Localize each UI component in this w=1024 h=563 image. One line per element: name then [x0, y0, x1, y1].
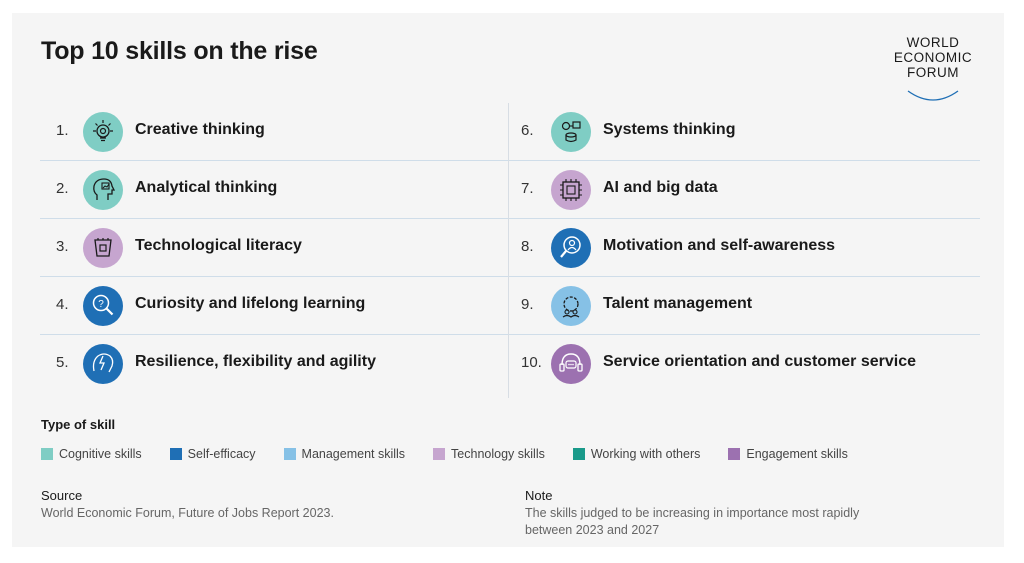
magnifier-person-icon — [551, 228, 591, 268]
skill-label: Technological literacy — [135, 237, 302, 254]
skill-rank: 8. — [521, 238, 534, 255]
legend-swatch — [169, 448, 182, 460]
skill-label: Curiosity and lifelong learning — [135, 295, 366, 312]
skill-row: 6. Systems thinking — [509, 103, 980, 161]
column-divider — [508, 103, 509, 398]
logo-arc-icon — [907, 90, 959, 101]
logo-line-1: WORLD — [906, 35, 960, 50]
skill-rank: 3. — [56, 238, 69, 255]
skill-rank: 5. — [56, 354, 69, 371]
wef-logo: WORLD ECONOMIC FORUM — [878, 35, 988, 103]
legend-label: Self-efficacy — [187, 447, 256, 461]
skill-label: Systems thinking — [603, 121, 736, 138]
legend-title: Type of skill — [41, 417, 116, 432]
ai-chip-icon — [551, 170, 591, 210]
lightbulb-gear-icon — [83, 112, 123, 152]
legend-label: Cognitive skills — [59, 447, 142, 461]
headset-chat-icon — [551, 344, 591, 384]
legend-swatch — [433, 448, 446, 460]
logo-line-3: FORUM — [907, 65, 959, 80]
skill-label: Motivation and self-awareness — [603, 237, 836, 254]
page-title: Top 10 skills on the rise — [41, 37, 318, 65]
gear-people-icon — [551, 286, 591, 326]
legend-item: Working with others — [572, 447, 701, 461]
skill-row: 4. ? Curiosity and lifelong learning — [40, 277, 508, 335]
legend-label: Technology skills — [451, 447, 545, 461]
skill-label: Resilience, flexibility and agility — [135, 353, 376, 370]
magnifier-question-icon: ? — [83, 286, 123, 326]
skill-row: 9. Talent management — [509, 277, 980, 335]
legend-swatch — [41, 448, 53, 460]
skill-row: 2. Analytical thinking — [40, 161, 508, 219]
legend-label: Management skills — [301, 447, 406, 461]
legend-item: Management skills — [283, 447, 406, 461]
legend-item: Engagement skills — [728, 447, 848, 461]
skill-rank: 4. — [56, 296, 69, 313]
skill-rank: 9. — [521, 296, 534, 313]
legend-label: Working with others — [590, 447, 701, 461]
skills-column-right: 6. Systems thinking 7. — [509, 103, 980, 393]
skill-rank: 6. — [521, 122, 534, 139]
skill-label: Creative thinking — [135, 121, 265, 138]
systems-network-icon — [551, 112, 591, 152]
head-lightning-icon — [83, 344, 123, 384]
skill-row: 10. Service orientation and customer ser… — [509, 335, 980, 393]
note-text: The skills judged to be increasing in im… — [525, 506, 860, 537]
note-label: Note — [525, 488, 553, 503]
tech-chip-icon — [83, 228, 123, 268]
legend-swatch — [728, 448, 741, 460]
skill-row: 3. Technological literacy — [40, 219, 508, 277]
legend-label: Engagement skills — [746, 447, 848, 461]
logo-line-2: ECONOMIC — [893, 50, 973, 65]
source-label: Source — [41, 488, 83, 503]
skill-label: Analytical thinking — [135, 179, 278, 196]
legend: Cognitive skills Self-efficacy Managemen… — [41, 447, 876, 461]
skill-row: 7. AI and big data — [509, 161, 980, 219]
skills-column-left: 1. Creative thinking 2. Analyti — [40, 103, 508, 393]
head-chart-icon — [83, 170, 123, 210]
skill-row: 1. Creative thinking — [40, 103, 508, 161]
skill-rank: 2. — [56, 180, 69, 197]
legend-swatch — [283, 448, 296, 460]
skill-row: 8. Motivation and self-awareness — [509, 219, 980, 277]
legend-item: Cognitive skills — [41, 447, 142, 461]
legend-item: Self-efficacy — [169, 447, 256, 461]
source-text: World Economic Forum, Future of Jobs Rep… — [41, 506, 334, 520]
legend-item: Technology skills — [433, 447, 545, 461]
skill-rank: 7. — [521, 180, 534, 197]
infographic-card: Top 10 skills on the rise WORLD ECONOMIC… — [12, 13, 1004, 547]
svg-text:?: ? — [98, 299, 104, 310]
legend-swatch — [572, 448, 585, 460]
skill-rank: 1. — [56, 122, 69, 139]
skill-label: Service orientation and customer service — [603, 353, 917, 370]
skill-row: 5. Resilience, flexibility and agility — [40, 335, 508, 393]
skill-rank: 10. — [521, 354, 542, 371]
skill-label: AI and big data — [603, 179, 718, 196]
skill-label: Talent management — [603, 295, 753, 312]
